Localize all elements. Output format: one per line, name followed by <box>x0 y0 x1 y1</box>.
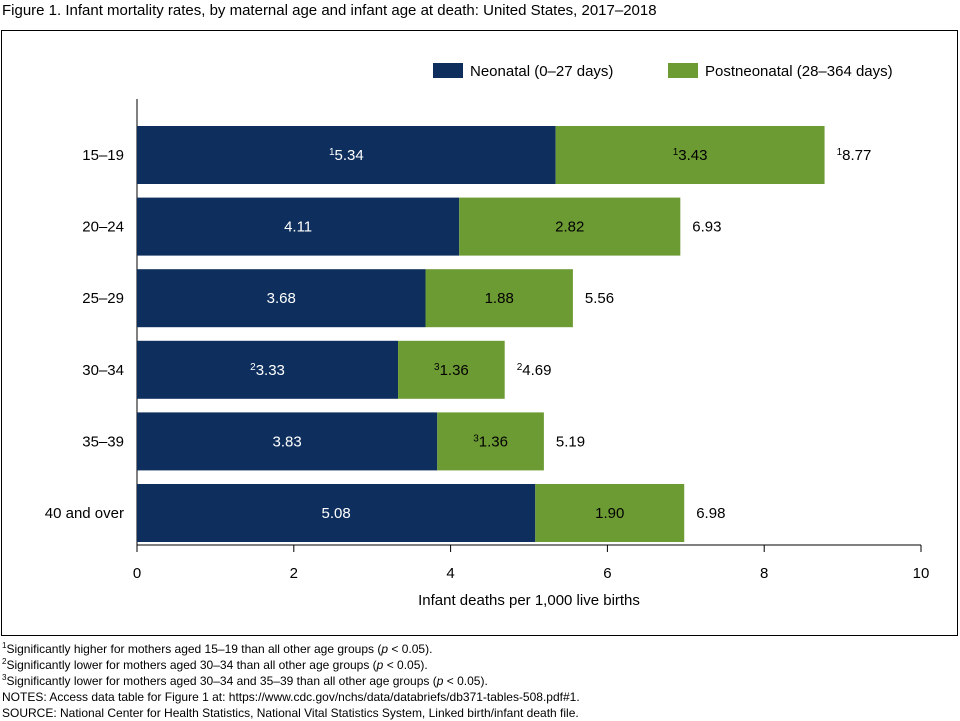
x-tick-label: 0 <box>133 565 141 582</box>
value-label: 5.08 <box>322 505 351 522</box>
chart: Figure 1. Infant mortality rates, by mat… <box>0 0 960 640</box>
total-label: 6.98 <box>696 505 725 522</box>
total-label: 5.19 <box>556 433 585 450</box>
value-label: 1.90 <box>595 505 624 522</box>
y-tick-label: 35–39 <box>82 433 124 450</box>
footnote-text: < 0.05). <box>443 674 487 688</box>
value-label: 2.82 <box>555 219 584 236</box>
footnote-text: Significantly lower for mothers aged 30–… <box>6 658 376 672</box>
legend-swatch <box>433 63 463 78</box>
value-label: 5.19 <box>556 433 585 450</box>
value-label: 6.93 <box>692 219 721 236</box>
value-label: 4.11 <box>284 219 312 236</box>
value-label: 3.83 <box>273 433 302 450</box>
bar-label: 1.90 <box>595 505 624 522</box>
value-label: 6.98 <box>696 505 725 522</box>
chart-title: Figure 1. Infant mortality rates, by mat… <box>2 2 657 19</box>
legend-swatch <box>668 63 698 78</box>
x-tick-label: 6 <box>603 565 611 582</box>
value-label: 1.88 <box>485 290 514 307</box>
y-tick-label: 15–19 <box>82 147 124 164</box>
value-label: 5.56 <box>585 290 614 307</box>
value-label: 1.36 <box>479 433 508 450</box>
value-label: 3.43 <box>678 147 707 164</box>
footnote-text: < 0.05). <box>383 658 427 672</box>
footnote: 2Significantly lower for mothers aged 30… <box>2 657 428 673</box>
footnote: 1Significantly higher for mothers aged 1… <box>2 641 432 657</box>
bar-label: 3.68 <box>267 290 296 307</box>
value-label: 1.36 <box>440 362 469 379</box>
footnote-text: Significantly higher for mothers aged 15… <box>6 642 381 656</box>
x-tick-label: 8 <box>760 565 768 582</box>
total-label: 24.69 <box>517 362 552 379</box>
bar-label: 31.36 <box>473 433 508 450</box>
source: SOURCE: National Center for Health Stati… <box>2 705 579 721</box>
y-tick-label: 30–34 <box>82 362 124 379</box>
total-label: 18.77 <box>837 147 872 164</box>
footnote: 3Significantly lower for mothers aged 30… <box>2 673 488 689</box>
value-label: 3.68 <box>267 290 296 307</box>
value-label: 5.34 <box>335 147 364 164</box>
bar-label: 1.88 <box>485 290 514 307</box>
bar-label: 13.43 <box>673 147 708 164</box>
x-axis-title: Infant deaths per 1,000 live births <box>418 592 640 609</box>
total-label: 5.56 <box>585 290 614 307</box>
total-label: 6.93 <box>692 219 721 236</box>
y-tick-label: 25–29 <box>82 290 124 307</box>
x-tick-label: 10 <box>913 565 930 582</box>
bar-label: 23.33 <box>250 362 285 379</box>
bar-label: 2.82 <box>555 219 584 236</box>
value-label: 8.77 <box>842 147 871 164</box>
notes: NOTES: Access data table for Figure 1 at… <box>2 689 580 705</box>
x-tick-label: 4 <box>446 565 454 582</box>
bar-label: 15.34 <box>329 147 364 164</box>
legend-label: Neonatal (0–27 days) <box>470 63 613 80</box>
footnote-text: < 0.05). <box>388 642 432 656</box>
y-tick-label: 20–24 <box>82 219 124 236</box>
bar-label: 4.11 <box>284 219 312 236</box>
y-tick-label: 40 and over <box>45 505 124 522</box>
value-label: 4.69 <box>522 362 551 379</box>
value-label: 3.33 <box>256 362 285 379</box>
x-tick-label: 2 <box>290 565 298 582</box>
bar-label: 3.83 <box>273 433 302 450</box>
bar-label: 5.08 <box>322 505 351 522</box>
legend-label: Postneonatal (28–364 days) <box>705 63 893 80</box>
bar-label: 31.36 <box>434 362 469 379</box>
footnote-text: Significantly lower for mothers aged 30–… <box>6 674 436 688</box>
